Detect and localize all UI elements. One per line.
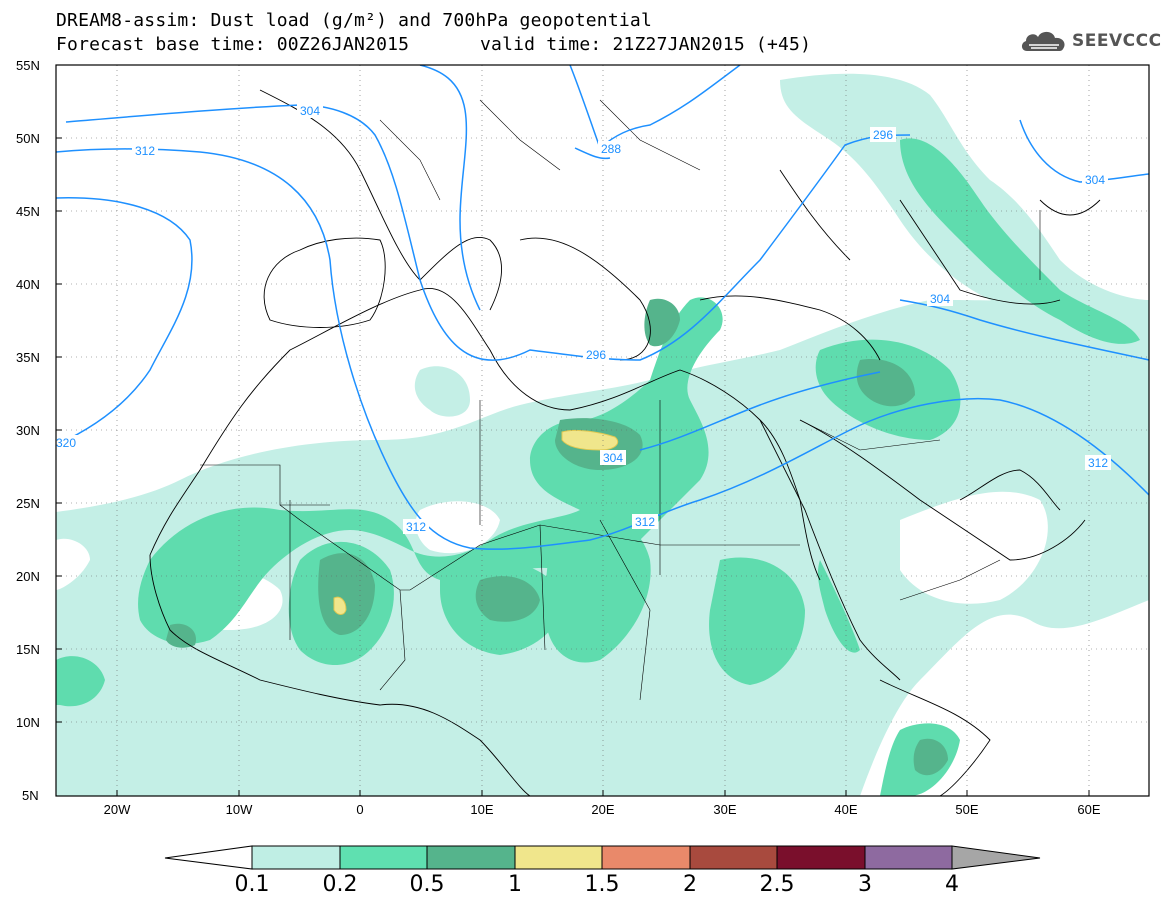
- contour-label: 296: [873, 128, 893, 142]
- geopotential-contours: [56, 65, 1149, 550]
- axis-ticks: [56, 137, 1090, 796]
- lon-label: 10W: [226, 802, 253, 817]
- lat-label: 25N: [16, 496, 40, 511]
- latitude-labels: 55N 50N 45N 40N 35N 30N 25N 20N 15N 10N …: [16, 58, 40, 803]
- colorbar-labels: 0.1 0.2 0.5 1 1.5 2 2.5 3 4: [235, 872, 960, 897]
- contour-label: 312: [635, 515, 655, 529]
- lat-label: 20N: [16, 569, 40, 584]
- lat-label: 40N: [16, 277, 40, 292]
- colorbar-label: 0.1: [235, 872, 270, 897]
- borders: [200, 99, 1041, 701]
- lat-label: 45N: [16, 204, 40, 219]
- contour-label: 288: [601, 142, 621, 156]
- colorbar-label: 3: [858, 872, 872, 897]
- colorbar: [164, 845, 1041, 870]
- contour-label: 304: [603, 451, 623, 465]
- longitude-labels: 20W 10W 0 10E 20E 30E 40E 50E 60E: [104, 802, 1101, 817]
- colorbar-under-triangle: [164, 845, 253, 870]
- colorbar-swatch: [776, 845, 866, 870]
- contour-label: 312: [406, 520, 426, 534]
- lon-label: 50E: [955, 802, 978, 817]
- dust-field-medium: [56, 138, 1140, 796]
- colorbar-swatch: [514, 845, 603, 870]
- lon-label: 0: [356, 802, 363, 817]
- seevccc-logo: SEEVCCC: [1019, 26, 1162, 56]
- lon-label: 40E: [834, 802, 857, 817]
- colorbar-label: 0.2: [323, 872, 358, 897]
- graticule: [56, 65, 1149, 796]
- lat-label: 15N: [16, 642, 40, 657]
- forecast-base-time: Forecast base time: 00Z26JAN2015: [56, 34, 410, 55]
- lat-label: 50N: [16, 131, 40, 146]
- colorbar-swatch: [601, 845, 691, 870]
- logo-text: SEEVCCC: [1072, 31, 1162, 51]
- lon-label: 20W: [104, 802, 131, 817]
- contour-label: 296: [586, 348, 606, 362]
- colorbar-swatch: [864, 845, 953, 870]
- colorbar-label: 1: [508, 872, 522, 897]
- valid-time: valid time: 21Z27JAN2015 (+45): [480, 34, 812, 55]
- colorbar-over-triangle: [951, 845, 1041, 870]
- colorbar-label: 2: [683, 872, 697, 897]
- colorbar-swatch: [426, 845, 516, 870]
- colorbar-label: 1.5: [585, 872, 620, 897]
- lon-label: 20E: [591, 802, 614, 817]
- cloud-logo-icon: [1021, 31, 1065, 51]
- lat-label: 30N: [16, 423, 40, 438]
- lat-label: 5N: [22, 788, 39, 803]
- contour-label: 312: [1088, 456, 1108, 470]
- lon-label: 60E: [1077, 802, 1100, 817]
- contour-label: 304: [1085, 173, 1105, 187]
- lat-label: 10N: [16, 715, 40, 730]
- colorbar-swatch: [339, 845, 428, 870]
- lat-label: 55N: [16, 58, 40, 73]
- dust-field-high: [333, 429, 619, 615]
- lon-label: 30E: [713, 802, 736, 817]
- contour-label: 312: [135, 144, 155, 158]
- colorbar-label: 2.5: [760, 872, 795, 897]
- lon-label: 10E: [470, 802, 493, 817]
- colorbar-label: 4: [945, 872, 959, 897]
- contour-label: 320: [56, 436, 76, 450]
- map-title: DREAM8-assim: Dust load (g/m²) and 700hP…: [56, 10, 652, 31]
- contour-label: 304: [930, 292, 950, 306]
- colorbar-label: 0.5: [410, 872, 445, 897]
- contour-label: 304: [300, 104, 320, 118]
- colorbar-swatch: [689, 845, 778, 870]
- coastlines: [149, 89, 1101, 796]
- contour-labels: 304 312 288 296 304 320 296 304 304 312 …: [53, 103, 1111, 534]
- map-subtitle: Forecast base time: 00Z26JAN2015 valid t…: [56, 35, 811, 95]
- colorbar-swatch: [251, 845, 341, 870]
- lat-label: 35N: [16, 350, 40, 365]
